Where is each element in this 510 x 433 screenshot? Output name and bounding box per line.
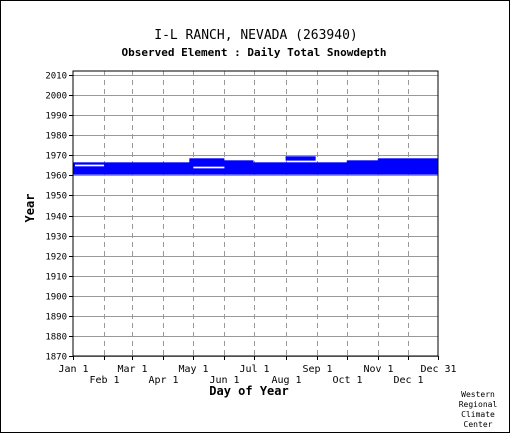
plot-area-border [72, 70, 439, 357]
y-tick-label: 1990 [45, 112, 67, 122]
y-tick-label: 1930 [45, 233, 67, 243]
y-tick-label: 1880 [45, 333, 67, 343]
y-tick-label: 1960 [45, 172, 67, 182]
x-tick-label: Nov 1 [363, 364, 393, 375]
x-tick-label: Feb 1 [89, 375, 119, 386]
data-coverage-bar [73, 166, 194, 169]
x-tick-label: Mar 1 [117, 364, 147, 375]
x-tick-label: Jun 1 [209, 375, 239, 386]
data-coverage-bar [104, 164, 438, 167]
y-tick-label: 1950 [45, 192, 67, 202]
y-axis-label: Year [23, 194, 37, 223]
x-tick-label: Sep 1 [302, 364, 332, 375]
axes: 1870 1880 1890 1900 1910 1920 1930 1940 1950 1960… [45, 70, 457, 386]
data-coverage-bar [73, 164, 76, 167]
y-tick-label: 1920 [45, 253, 67, 263]
grid [73, 71, 438, 357]
y-tick-label: 1910 [45, 273, 67, 283]
data-coverage-bar [73, 172, 438, 175]
credit-line: Western [461, 390, 495, 399]
y-tick-label: 2010 [45, 72, 67, 82]
data-coverage-bar [73, 168, 438, 171]
x-tick-label: Oct 1 [332, 375, 362, 386]
y-tick-label: 1940 [45, 213, 67, 223]
x-tick-label: Jan 1 [58, 364, 88, 375]
chart-subtitle: Observed Element : Daily Total Snowdepth [122, 46, 387, 59]
y-tick-label: 1900 [45, 293, 67, 303]
data-series [73, 156, 438, 175]
y-tick-label: 1870 [45, 353, 67, 363]
x-tick-label: Dec 31 [420, 364, 456, 375]
data-coverage-bar [73, 162, 438, 165]
chart-title: I-L RANCH, NEVADA (263940) [154, 28, 358, 43]
data-coverage-bar [377, 158, 438, 161]
data-coverage-bar [189, 158, 225, 161]
credit-line: Center [464, 420, 493, 429]
y-tick-label: 1980 [45, 132, 67, 142]
data-coverage-bar [73, 170, 438, 173]
data-coverage-bar [224, 166, 438, 169]
y-tick-label: 2000 [45, 92, 67, 102]
x-tick-label: May 1 [178, 364, 208, 375]
data-coverage-bar [285, 156, 316, 159]
data-coverage-bar [189, 160, 254, 163]
x-tick-label: Aug 1 [271, 375, 301, 386]
data-coverage-bar [285, 158, 316, 161]
x-tick-label: Jul 1 [239, 364, 269, 375]
x-tick-label: Dec 1 [393, 375, 423, 386]
credit-line: Regional [459, 400, 498, 409]
x-tick-label: Apr 1 [148, 375, 178, 386]
x-axis-label: Day of Year [209, 384, 288, 398]
credit-line: Climate [461, 410, 495, 419]
y-tick-label: 1890 [45, 313, 67, 323]
y-tick-label: 1970 [45, 152, 67, 162]
data-coverage-bar [346, 160, 438, 163]
